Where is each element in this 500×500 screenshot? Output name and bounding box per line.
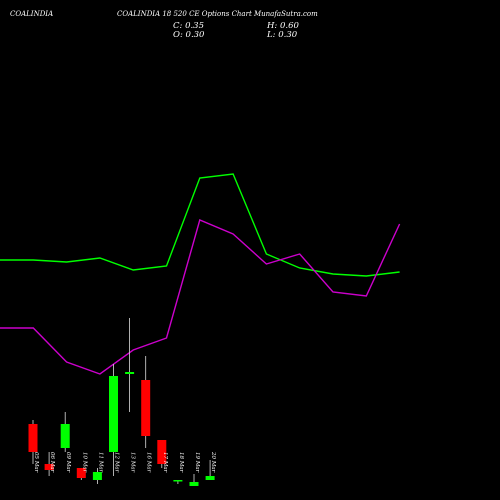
candle-body — [205, 476, 215, 480]
candle — [44, 452, 54, 476]
candle-body — [157, 440, 167, 464]
date-label: 20 Mar — [210, 451, 216, 473]
date-label: 18 Mar — [178, 452, 184, 473]
candle — [92, 468, 102, 484]
candle-body — [173, 480, 183, 482]
low-value: L: 0.30 — [267, 30, 298, 40]
candle — [109, 364, 118, 476]
date-label: 11 Mar — [97, 452, 103, 473]
candle — [189, 474, 199, 486]
date-labels: 05 Mar 06 Mar 09 Mar 10 Mar 11 Mar 12 Mar 13 M… — [33, 451, 216, 473]
indicator-lines — [0, 173, 401, 375]
date-label: 16 Mar — [146, 452, 152, 473]
candle-body — [28, 424, 38, 452]
candle-body — [92, 472, 102, 480]
date-label: 13 Mar — [130, 452, 136, 473]
candle — [125, 318, 135, 412]
open-value: O: 0.30 — [173, 30, 205, 40]
indicator-line-2 — [0, 219, 401, 375]
date-label: 17 Mar — [162, 452, 168, 473]
candle-body — [76, 468, 86, 478]
close-value: C: 0.35 — [173, 21, 204, 31]
candle-body — [141, 380, 151, 436]
candle — [173, 480, 183, 484]
date-label: 12 Mar — [114, 452, 120, 473]
candle-body — [60, 424, 70, 448]
candle — [205, 460, 215, 480]
date-label: 19 Mar — [194, 452, 200, 473]
candle — [60, 412, 70, 452]
date-label: 09 Mar — [65, 452, 71, 473]
candle — [141, 356, 151, 448]
candle — [157, 440, 167, 468]
date-label: 05 Mar — [33, 452, 39, 473]
candle-body — [189, 482, 199, 486]
date-label: 10 Mar — [81, 452, 87, 473]
candle-body — [109, 376, 118, 452]
high-value: H: 0.60 — [267, 21, 299, 31]
date-label: 06 Mar — [49, 452, 55, 473]
chart-title: COALINDIA 18 520 CE Options Chart Munafa… — [117, 10, 318, 18]
candle-body — [125, 372, 135, 374]
candle — [76, 468, 86, 480]
candle — [28, 420, 38, 464]
candles — [28, 318, 215, 486]
chart-title-symbol: COALINDIA — [10, 10, 54, 18]
indicator-line-1 — [0, 173, 400, 277]
candle-body — [44, 464, 54, 470]
